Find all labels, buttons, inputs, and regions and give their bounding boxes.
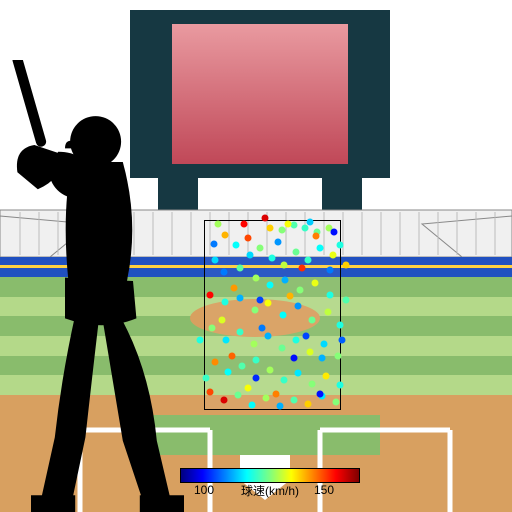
pitch-dot: [285, 221, 292, 228]
pitch-dot: [327, 267, 334, 274]
pitch-dot: [339, 337, 346, 344]
pitch-dot: [281, 377, 288, 384]
pitch-dot: [282, 277, 289, 284]
pitch-dot: [305, 257, 312, 264]
pitch-dot: [281, 262, 288, 269]
pitch-dot: [335, 353, 342, 360]
pitch-dot: [309, 381, 316, 388]
pitch-dot: [253, 375, 260, 382]
pitch-dot: [297, 287, 304, 294]
pitch-dot: [337, 242, 344, 249]
batter-silhouette-icon: [0, 60, 235, 512]
pitch-dot: [330, 252, 337, 259]
pitch-dot: [253, 275, 260, 282]
pitch-dot: [307, 349, 314, 356]
pitch-dot: [237, 329, 244, 336]
pitch-dot: [325, 309, 332, 316]
pitch-dot: [291, 397, 298, 404]
pitch-dot: [291, 355, 298, 362]
pitch-dot: [287, 293, 294, 300]
pitch-dot: [337, 322, 344, 329]
pitch-dot: [323, 373, 330, 380]
pitch-dot: [237, 295, 244, 302]
pitch-dot: [237, 265, 244, 272]
pitch-dot: [251, 341, 258, 348]
pitch-dot: [331, 229, 338, 236]
pitch-dot: [317, 391, 324, 398]
pitch-dot: [319, 355, 326, 362]
pitch-dot: [291, 222, 298, 229]
pitch-dot: [275, 239, 282, 246]
pitch-dot: [333, 399, 340, 406]
pitch-dot: [252, 307, 259, 314]
pitch-location-chart: 100150 球速(km/h): [0, 0, 512, 512]
pitch-dot: [307, 219, 314, 226]
pitch-dot: [303, 333, 310, 340]
pitch-dot: [299, 265, 306, 272]
pitch-dot: [327, 292, 334, 299]
pitch-dot: [267, 225, 274, 232]
pitch-dot: [343, 297, 350, 304]
pitch-dot: [279, 227, 286, 234]
pitch-dot: [239, 363, 246, 370]
pitch-dot: [257, 297, 264, 304]
pitch-dot: [249, 402, 256, 409]
pitch-dot: [257, 245, 264, 252]
pitch-dot: [343, 262, 350, 269]
pitch-dot: [313, 233, 320, 240]
pitch-dot: [280, 312, 287, 319]
pitch-dot: [265, 300, 272, 307]
colorbar: 100150 球速(km/h): [180, 468, 360, 497]
pitch-dot: [293, 337, 300, 344]
pitch-dot: [273, 391, 280, 398]
pitch-dot: [241, 221, 248, 228]
pitch-dot: [263, 395, 270, 402]
pitch-dot: [235, 392, 242, 399]
pitch-dot: [259, 325, 266, 332]
pitch-dot: [245, 385, 252, 392]
pitch-dot: [262, 215, 269, 222]
pitch-dot: [265, 333, 272, 340]
pitch-dot: [309, 317, 316, 324]
pitch-dot: [302, 225, 309, 232]
pitch-dot: [253, 357, 260, 364]
pitch-dot: [269, 255, 276, 262]
pitch-dot: [245, 235, 252, 242]
pitch-dot: [337, 382, 344, 389]
pitch-dot: [321, 341, 328, 348]
pitch-dot: [267, 282, 274, 289]
pitch-dot: [267, 367, 274, 374]
pitch-dot: [247, 252, 254, 259]
colorbar-gradient: [180, 468, 360, 483]
pitch-dot: [277, 403, 284, 410]
pitch-dot: [293, 249, 300, 256]
colorbar-axis-label: 球速(km/h): [180, 482, 360, 499]
pitch-dot: [305, 401, 312, 408]
pitch-dot: [295, 370, 302, 377]
pitch-dot: [317, 245, 324, 252]
pitch-dot: [312, 280, 319, 287]
pitch-dot: [279, 345, 286, 352]
pitch-dot: [295, 303, 302, 310]
